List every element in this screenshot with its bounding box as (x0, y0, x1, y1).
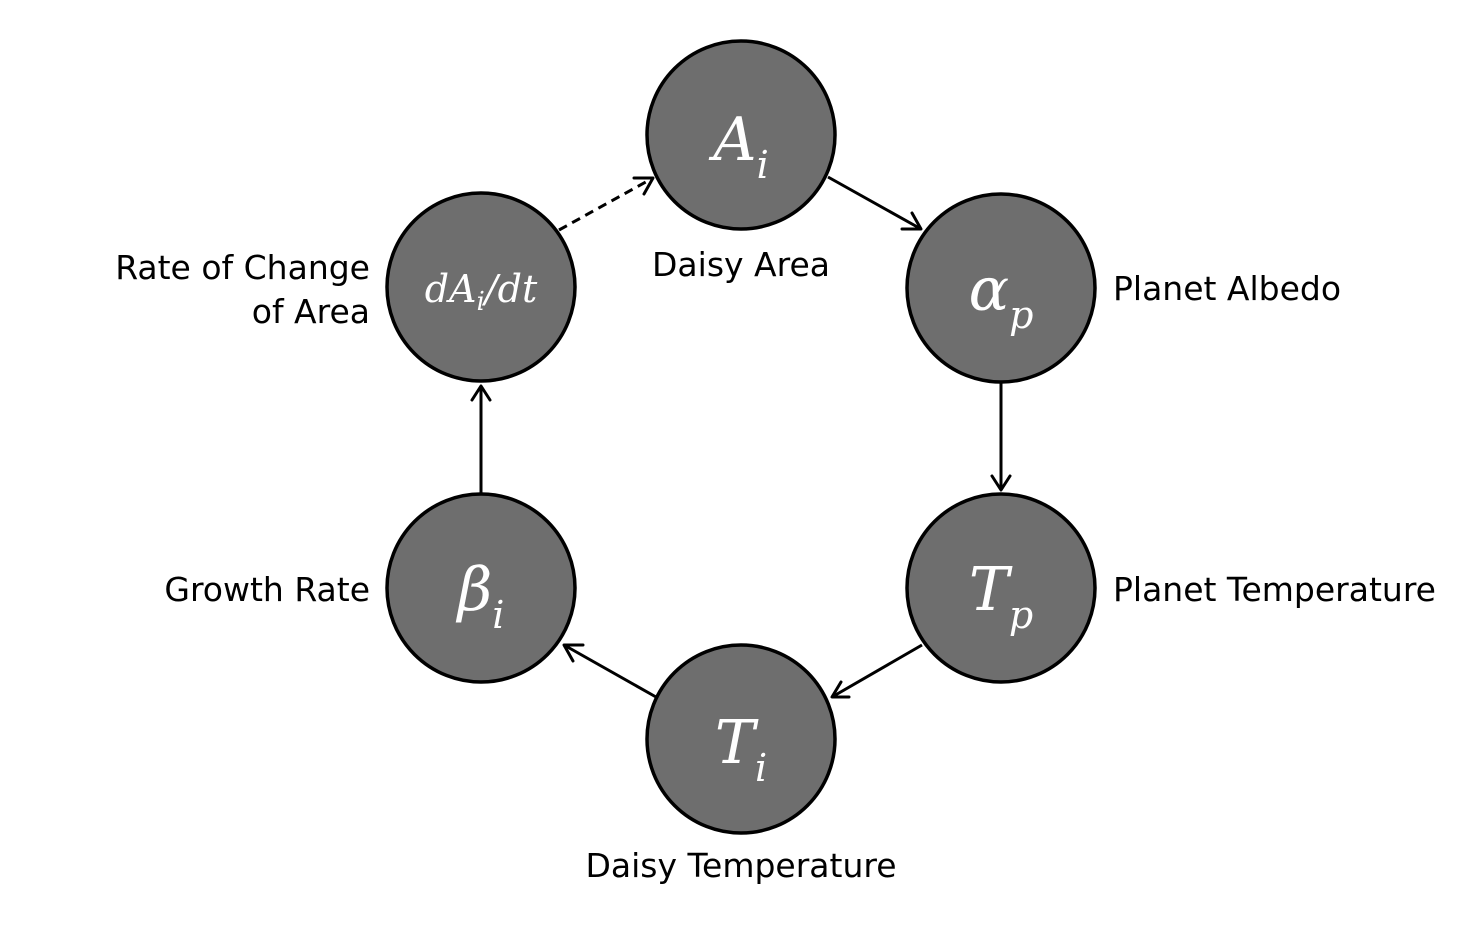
node-symbol: Ti (715, 708, 767, 790)
node-symbol: βi (456, 555, 505, 637)
node-symbol: Tp (969, 555, 1033, 637)
node-growth-rate: βi Growth Rate (164, 492, 577, 684)
node-rate-of-change: dAi/dt Rate of Change of Area (115, 191, 577, 383)
node-label: Daisy Area (652, 245, 830, 284)
edge-growth-rate-to-rate-of-change (470, 384, 492, 493)
node-daisy-area: Ai Daisy Area (645, 39, 837, 284)
node-daisy-temperature: Ti Daisy Temperature (585, 643, 897, 885)
node-planet-temperature: Tp Planet Temperature (905, 492, 1436, 684)
node-label-line-2: of Area (252, 292, 370, 331)
node-label: Planet Albedo (1113, 269, 1341, 308)
edge-rate-of-change-to-daisy-area (558, 176, 655, 232)
edge-planet-albedo-to-planet-temperature (990, 383, 1012, 492)
edge-daisy-temperature-to-growth-rate (562, 643, 657, 699)
node-symbol: αp (969, 255, 1034, 337)
edge-daisy-area-to-planet-albedo (827, 175, 923, 231)
node-symbol: Ai (708, 105, 769, 187)
node-label: Daisy Temperature (585, 846, 896, 885)
node-label: Growth Rate (164, 570, 370, 609)
node-symbol: dAi/dt (425, 267, 538, 317)
node-planet-albedo: αp Planet Albedo (905, 192, 1341, 384)
edges (470, 175, 1012, 699)
node-label-line-1: Rate of Change (115, 248, 370, 287)
node-label: Planet Temperature (1113, 570, 1436, 609)
edge-planet-temperature-to-daisy-temperature (830, 643, 923, 699)
